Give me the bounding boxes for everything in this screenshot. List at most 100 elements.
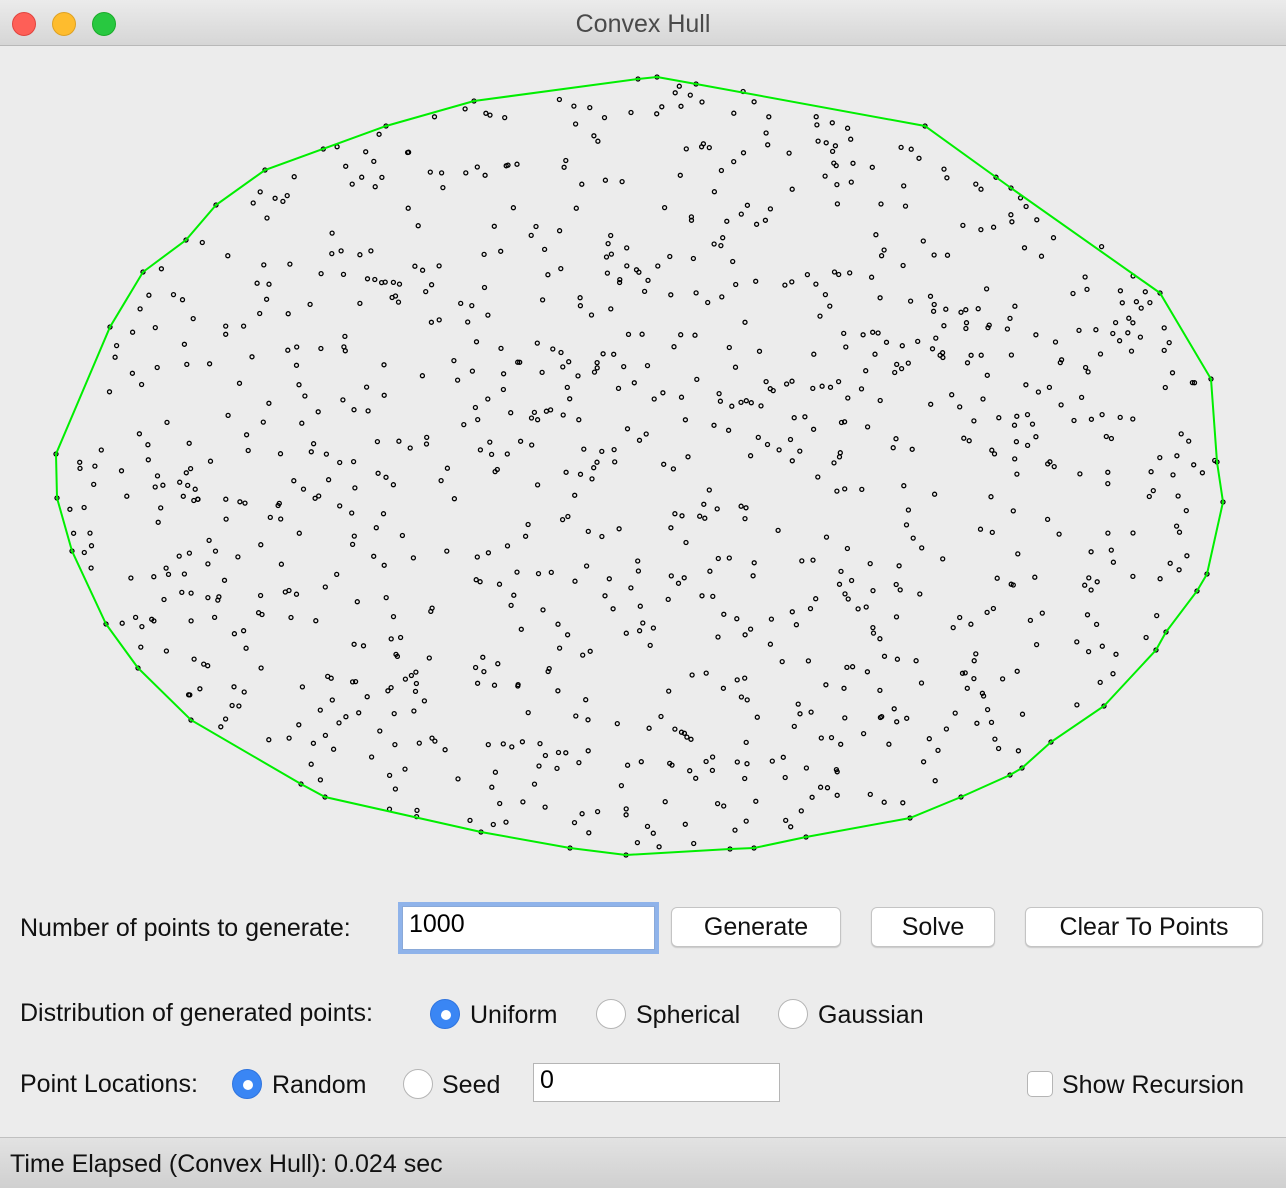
- window-title: Convex Hull: [575, 10, 711, 38]
- radio-random[interactable]: [232, 1069, 262, 1099]
- point: [383, 594, 389, 601]
- point: [451, 496, 458, 502]
- point: [359, 174, 365, 180]
- point: [329, 697, 335, 703]
- radio-gaussian[interactable]: [778, 999, 808, 1029]
- point: [1138, 305, 1144, 311]
- point: [813, 114, 819, 120]
- point: [890, 445, 896, 451]
- point: [753, 798, 759, 804]
- point: [563, 750, 569, 756]
- minimize-window-button[interactable]: [52, 12, 76, 36]
- radio-seed-label[interactable]: Seed: [442, 1071, 501, 1099]
- point: [878, 253, 885, 259]
- maximize-window-button[interactable]: [92, 12, 116, 36]
- point: [864, 424, 871, 430]
- radio-spherical-label[interactable]: Spherical: [636, 1001, 741, 1029]
- radio-gaussian-label[interactable]: Gaussian: [818, 1001, 924, 1029]
- point: [689, 672, 695, 678]
- point: [1105, 469, 1111, 475]
- point: [682, 821, 688, 827]
- point: [789, 609, 795, 615]
- point: [308, 449, 314, 455]
- point: [390, 279, 397, 286]
- solve-button[interactable]: Solve: [871, 907, 995, 947]
- point: [257, 592, 264, 599]
- point: [608, 251, 615, 257]
- seed-input[interactable]: 0: [533, 1063, 780, 1102]
- point: [1189, 379, 1196, 386]
- point: [576, 417, 582, 423]
- radio-seed[interactable]: [403, 1069, 433, 1099]
- point: [1126, 315, 1132, 321]
- point: [870, 587, 876, 594]
- point: [935, 747, 941, 754]
- show-recursion-label[interactable]: Show Recursion: [1062, 1071, 1245, 1099]
- point: [594, 359, 600, 366]
- point: [413, 680, 420, 687]
- clear-to-points-button[interactable]: Clear To Points: [1025, 907, 1263, 947]
- point: [67, 506, 73, 512]
- point: [927, 293, 934, 299]
- point: [817, 313, 823, 319]
- point: [733, 281, 739, 288]
- point: [591, 465, 597, 471]
- point: [455, 776, 461, 782]
- point: [803, 765, 810, 771]
- radio-uniform[interactable]: [430, 999, 460, 1029]
- point: [916, 155, 922, 161]
- point: [786, 150, 792, 156]
- radio-random-label[interactable]: Random: [272, 1071, 367, 1099]
- point: [715, 555, 721, 562]
- point: [913, 658, 919, 664]
- point: [636, 628, 643, 634]
- point: [181, 571, 188, 577]
- point: [599, 533, 605, 540]
- point: [555, 749, 562, 756]
- point: [819, 383, 825, 389]
- point: [277, 451, 284, 457]
- point: [870, 630, 877, 636]
- point: [747, 626, 754, 632]
- point: [1007, 315, 1013, 322]
- point: [869, 164, 875, 170]
- point: [1146, 493, 1152, 500]
- point: [515, 359, 521, 365]
- radio-uniform-label[interactable]: Uniform: [470, 1001, 558, 1029]
- point: [1023, 382, 1029, 388]
- close-window-button[interactable]: [12, 12, 36, 36]
- point: [534, 340, 540, 346]
- points-canvas[interactable]: [0, 46, 1286, 876]
- point: [931, 252, 937, 258]
- point: [797, 711, 803, 717]
- point: [280, 198, 286, 205]
- point: [1015, 551, 1021, 557]
- point: [775, 527, 781, 534]
- point: [1130, 320, 1136, 326]
- num-points-input[interactable]: 1000: [402, 906, 655, 950]
- show-recursion-checkbox[interactable]: [1027, 1071, 1053, 1097]
- point: [831, 269, 838, 275]
- point: [475, 416, 481, 423]
- point: [360, 643, 367, 649]
- point: [980, 693, 987, 699]
- point: [240, 323, 247, 329]
- point: [225, 412, 231, 419]
- point: [368, 248, 374, 254]
- generate-button[interactable]: Generate: [671, 907, 841, 947]
- point: [504, 451, 510, 457]
- point: [502, 114, 508, 121]
- point: [575, 373, 581, 379]
- radio-spherical[interactable]: [596, 999, 626, 1029]
- point: [1035, 389, 1042, 395]
- point: [328, 675, 334, 681]
- point: [709, 754, 716, 760]
- point: [329, 250, 335, 257]
- point: [137, 306, 143, 312]
- point: [1019, 711, 1026, 717]
- point: [152, 484, 158, 490]
- point: [129, 370, 136, 376]
- point: [276, 500, 282, 507]
- point: [481, 668, 487, 675]
- point: [668, 573, 674, 579]
